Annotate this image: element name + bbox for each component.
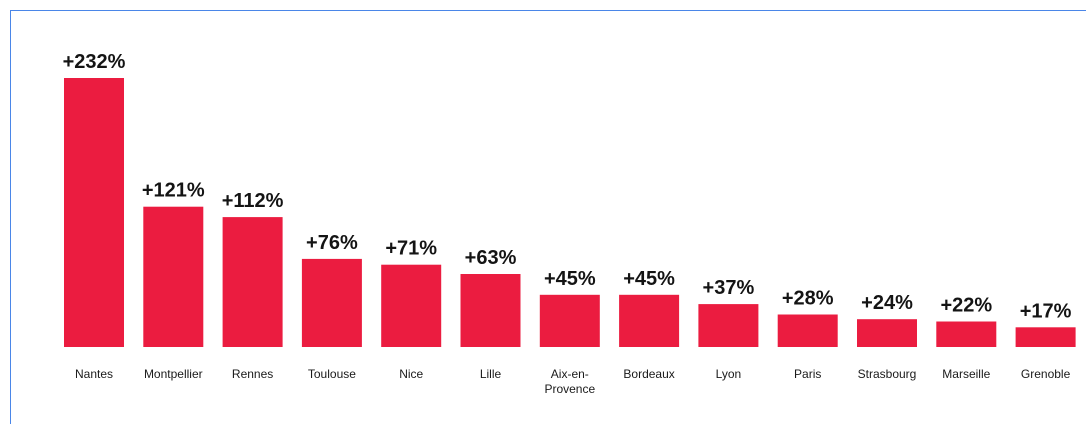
category-label: Aix-en-Provence xyxy=(544,367,595,396)
data-label: +45% xyxy=(544,268,596,290)
category-label: Lille xyxy=(480,367,502,381)
category-label-line: Rennes xyxy=(232,367,273,381)
bar-nantes xyxy=(64,78,124,347)
bar-paris xyxy=(777,314,838,347)
category-label-line: Toulouse xyxy=(308,367,356,381)
category-label-line: Lille xyxy=(480,367,502,381)
bar-marseille xyxy=(936,321,997,347)
bar-nice xyxy=(381,264,442,347)
category-label-line: Nantes xyxy=(75,367,113,381)
data-label: +22% xyxy=(940,295,992,317)
category-label-line: Grenoble xyxy=(1021,367,1071,381)
bar-bordeaux xyxy=(619,294,680,347)
category-label-line: Montpellier xyxy=(144,367,203,381)
data-label: +121% xyxy=(142,180,205,202)
category-label: Grenoble xyxy=(1021,367,1071,381)
bar-aix-en-provence xyxy=(539,294,600,347)
category-label: Marseille xyxy=(942,367,990,381)
category-label: Bordeaux xyxy=(623,367,674,381)
category-label: Montpellier xyxy=(144,367,203,381)
category-label: Rennes xyxy=(232,367,273,381)
category-label-line: Aix-en- xyxy=(551,367,589,381)
category-label: Paris xyxy=(794,367,821,381)
data-label: +28% xyxy=(782,288,834,310)
category-label-line: Marseille xyxy=(942,367,990,381)
bar-lyon xyxy=(698,304,759,347)
data-label: +24% xyxy=(861,292,913,314)
category-label: Nice xyxy=(399,367,423,381)
data-label: +71% xyxy=(385,238,437,260)
data-label: +17% xyxy=(1020,300,1072,322)
bar-lille xyxy=(460,274,521,347)
bar-strasbourg xyxy=(857,319,917,347)
data-label: +45% xyxy=(623,268,675,290)
data-label: +37% xyxy=(703,277,755,299)
bar-montpellier xyxy=(143,206,204,347)
category-label-line: Nice xyxy=(399,367,423,381)
category-label-line: Lyon xyxy=(716,367,742,381)
category-label: Nantes xyxy=(75,367,113,381)
chart-frame xyxy=(10,10,1086,424)
bar-rennes xyxy=(222,217,283,347)
category-label-line: Bordeaux xyxy=(623,367,674,381)
data-label: +76% xyxy=(306,232,358,254)
data-label: +232% xyxy=(63,51,126,73)
bar-toulouse xyxy=(301,258,362,347)
category-label-line: Provence xyxy=(544,382,595,396)
category-label: Toulouse xyxy=(308,367,356,381)
data-label: +112% xyxy=(222,190,284,212)
category-label: Lyon xyxy=(716,367,742,381)
bar-grenoble xyxy=(1015,327,1076,347)
category-label-line: Paris xyxy=(794,367,821,381)
data-label: +63% xyxy=(465,247,517,269)
category-label: Strasbourg xyxy=(858,367,917,381)
category-label-line: Strasbourg xyxy=(858,367,917,381)
